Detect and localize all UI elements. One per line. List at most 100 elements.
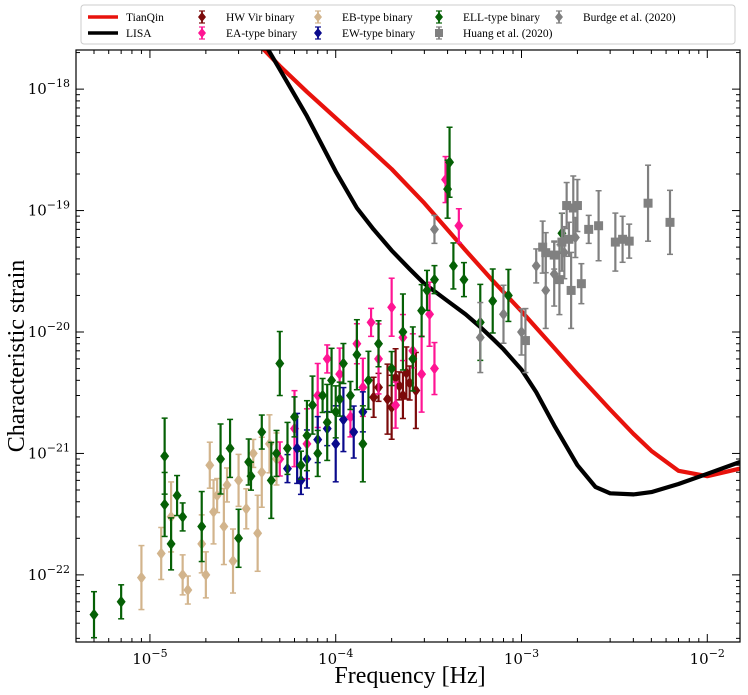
point-burdge-et-al-2020: [531, 248, 541, 284]
ticks-layer: 10−5 10−4 10−3 10−2 10−22 10−21 10−20 10−19 10−1…: [28, 50, 740, 668]
point-ell-type-binary: [338, 342, 348, 385]
point-ell-type-binary: [302, 399, 312, 472]
point-ea-type-binary: [429, 341, 439, 396]
y-axis-title: Characteristic strain: [4, 260, 30, 453]
legend-entry-huang-et-al-2020: Huang et al. (2020): [435, 26, 553, 40]
legend-entry-ell-type-binary: ELL-type binary: [435, 10, 540, 24]
frame-layer: [75, 49, 741, 643]
x-tick-label: 10−2: [690, 647, 725, 668]
point-eb-type-binary: [222, 467, 232, 503]
legend-label: Burdge et al. (2020): [583, 12, 676, 24]
curve-lisa: [265, 50, 740, 497]
point-burdge-et-al-2020: [475, 301, 485, 374]
point-ell-type-binary: [318, 377, 328, 414]
point-ell-type-binary: [172, 474, 182, 517]
point-eb-type-binary: [212, 477, 222, 514]
curves-layer: [261, 50, 740, 497]
x-tick-label: 10−5: [132, 647, 167, 668]
point-ell-type-binary: [417, 283, 427, 338]
x-axis-title: Frequency [Hz]: [334, 663, 485, 689]
point-ell-type-binary: [387, 350, 397, 387]
point-huang-et-al-2020: [643, 164, 653, 242]
y-tick-label: 10−21: [28, 441, 70, 462]
point-burdge-et-al-2020: [559, 225, 569, 280]
points-layer: [89, 126, 675, 639]
y-tick-label: 10−19: [28, 199, 70, 220]
point-huang-et-al-2020: [610, 212, 620, 272]
point-ell-type-binary: [313, 429, 323, 478]
point-ell-type-binary: [197, 490, 207, 563]
legend-entry-tianqin: TianQin: [88, 12, 164, 24]
point-ell-type-binary: [234, 508, 244, 569]
point-ell-type-binary: [429, 264, 439, 295]
point-ell-type-binary: [459, 261, 469, 298]
point-huang-et-al-2020: [594, 189, 604, 262]
point-ell-type-binary: [352, 318, 362, 391]
legend: TianQin LISA HW Vir binary EA-type binary EB…: [80, 4, 736, 45]
point-ell-type-binary: [408, 326, 418, 392]
point-hw-vir-binary: [394, 371, 404, 401]
point-ell-type-binary: [335, 381, 345, 417]
point-ell-type-binary: [422, 269, 432, 312]
point-burdge-et-al-2020: [549, 241, 559, 307]
point-ell-type-binary: [296, 450, 306, 480]
point-ell-type-binary: [363, 350, 373, 411]
point-eb-type-binary: [201, 551, 211, 599]
legend-entry-ew-type-binary: EW-type binary: [314, 26, 415, 40]
point-ea-type-binary: [322, 344, 332, 374]
x-tick-label: 10−3: [504, 647, 539, 668]
point-ell-type-binary: [89, 590, 99, 639]
point-eb-type-binary: [253, 494, 263, 573]
point-ew-type-binary: [349, 405, 359, 459]
point-ell-type-binary: [331, 385, 341, 439]
point-ell-type-binary: [488, 268, 498, 334]
point-eb-type-binary: [241, 488, 251, 530]
legend-entry-burdge-et-al-2020: Burdge et al. (2020): [555, 10, 676, 24]
point-ell-type-binary: [282, 421, 292, 476]
legend-label: ELL-type binary: [463, 12, 540, 24]
point-ell-type-binary: [166, 517, 176, 571]
plot-frame: [75, 49, 741, 643]
legend-label: EW-type binary: [342, 28, 415, 40]
point-ell-type-binary: [374, 320, 384, 368]
point-ell-type-binary: [448, 242, 458, 290]
point-ea-type-binary: [417, 335, 427, 413]
point-ell-type-binary: [503, 268, 513, 323]
legend-label: HW Vir binary: [226, 12, 295, 24]
point-ell-type-binary: [216, 423, 226, 495]
point-burdge-et-al-2020: [498, 284, 508, 345]
legend-label: TianQin: [126, 12, 164, 24]
point-eb-type-binary: [264, 414, 274, 474]
point-ell-type-binary: [322, 383, 332, 462]
point-burdge-et-al-2020: [570, 216, 580, 259]
point-burdge-et-al-2020: [541, 251, 551, 330]
legend-box: [80, 4, 736, 45]
legend-entry-eb-type-binary: EB-type binary: [314, 10, 413, 24]
legend-entry-lisa: LISA: [88, 28, 152, 40]
point-huang-et-al-2020: [576, 262, 586, 305]
point-ea-type-binary: [387, 277, 397, 337]
point-huang-et-al-2020: [584, 214, 594, 245]
legend-entry-hw-vir-binary: HW Vir binary: [198, 10, 295, 24]
point-ea-type-binary: [366, 307, 376, 338]
y-tick-label: 10−20: [28, 320, 70, 341]
point-ell-type-binary: [160, 471, 170, 538]
point-ell-type-binary: [398, 293, 408, 371]
point-ell-type-binary: [178, 502, 188, 532]
legend-label: EA-type binary: [226, 28, 297, 40]
y-tick-label: 10−18: [28, 77, 70, 98]
point-huang-et-al-2020: [618, 215, 628, 264]
point-ell-type-binary: [116, 584, 126, 620]
point-ell-type-binary: [289, 396, 299, 438]
point-eb-type-binary: [136, 544, 146, 611]
point-ell-type-binary: [266, 441, 276, 520]
legend-label: Huang et al. (2020): [463, 28, 553, 40]
point-eb-type-binary: [178, 554, 188, 596]
legend-label: LISA: [126, 28, 152, 40]
x-tick-label: 10−4: [318, 647, 353, 668]
point-eb-type-binary: [205, 441, 215, 489]
legend-label: EB-type binary: [342, 12, 413, 24]
point-burdge-et-al-2020: [429, 214, 439, 245]
point-burdge-et-al-2020: [517, 308, 527, 356]
